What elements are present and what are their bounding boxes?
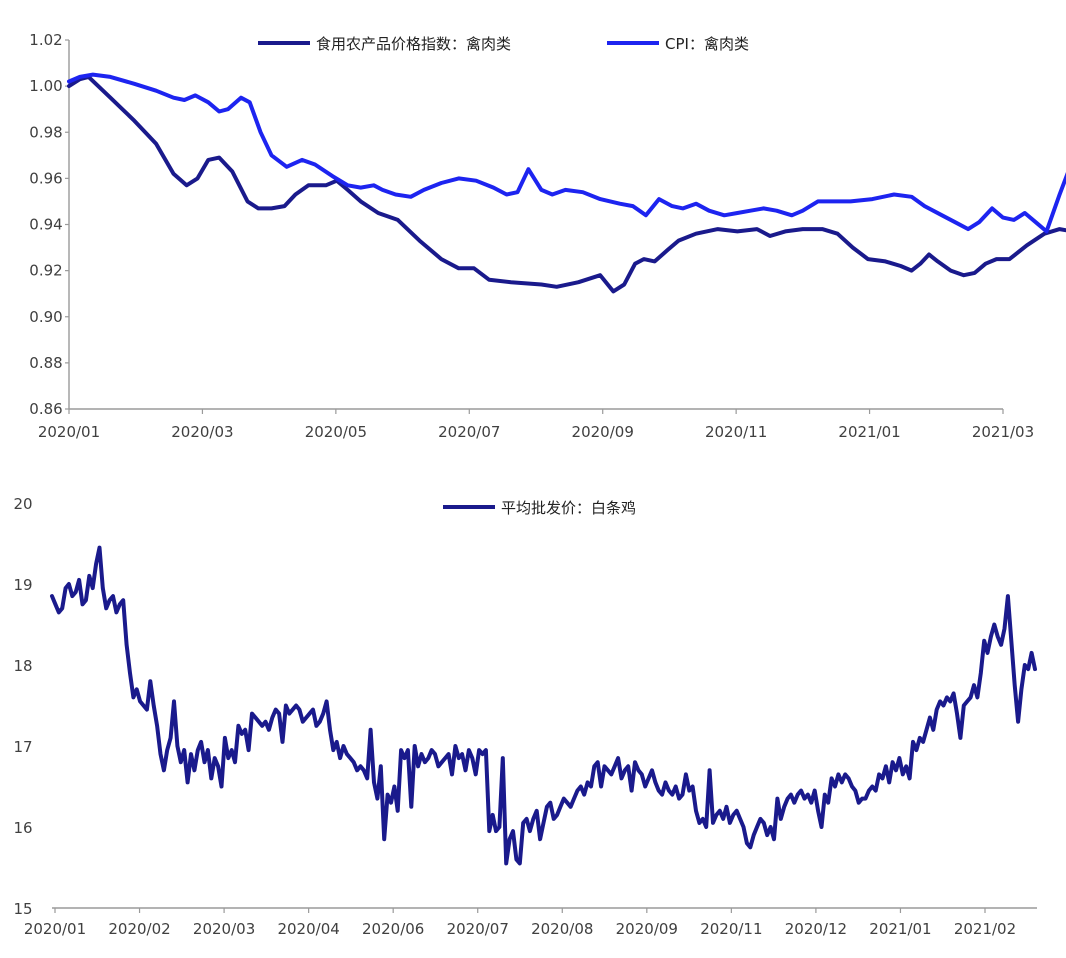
x-tick-label: 2020/04: [277, 920, 339, 938]
series-line-1: [67, 74, 1066, 294]
y-tick-label: 20: [13, 495, 32, 513]
poultry-index-chart: 0.86 0.88 0.90 0.92 0.94 0.96 0.98 1.00 1.02 2020…: [29, 31, 1066, 441]
series-line-1: [50, 545, 1037, 866]
x-tick-label: 2020/07: [438, 423, 500, 441]
x-tick-label: 2020/03: [193, 920, 255, 938]
y-tick-label: 0.92: [29, 262, 62, 280]
y-tick-label: 16: [13, 819, 32, 837]
series-line-2: [67, 72, 1066, 234]
y-tick-label: 15: [13, 900, 32, 918]
y-tick-label: 19: [13, 576, 32, 594]
x-tick-label: 2020/12: [785, 920, 847, 938]
y-tick-label: 0.86: [29, 400, 62, 418]
y-tick-label: 18: [13, 657, 32, 675]
legend-label-2: CPI：禽肉类: [665, 35, 749, 53]
y-tick-label: 0.98: [29, 123, 62, 141]
x-tick-label: 2020/07: [447, 920, 509, 938]
y-tick-label: 1.00: [29, 77, 62, 95]
x-tick-label: 2020/01: [24, 920, 86, 938]
y-tick-label: 0.90: [29, 308, 62, 326]
y-tick-label: 17: [13, 738, 32, 756]
x-tick-label: 2020/05: [305, 423, 367, 441]
x-tick-label: 2020/02: [108, 920, 170, 938]
x-tick-label: 2020/09: [572, 423, 634, 441]
x-tick-label: 2020/09: [616, 920, 678, 938]
x-tick-label: 2021/02: [954, 920, 1016, 938]
y-tick-label: 1.02: [29, 31, 62, 49]
x-tick-label: 2021/01: [869, 920, 931, 938]
x-tick-label: 2020/08: [531, 920, 593, 938]
x-tick-label: 2021/03: [972, 423, 1034, 441]
legend-label-1: 食用农产品价格指数：禽肉类: [316, 35, 511, 53]
x-tick-label: 2020/11: [700, 920, 762, 938]
x-tick-label: 2020/03: [171, 423, 233, 441]
chicken-price-chart: 15 16 17 18 19 20 2020/01 2020/02 2020/03 2020/04…: [13, 495, 1037, 938]
x-tick-label: 2020/01: [38, 423, 100, 441]
legend-label-1: 平均批发价：白条鸡: [501, 499, 636, 517]
y-tick-label: 0.94: [29, 216, 62, 234]
x-tick-label: 2021/01: [838, 423, 900, 441]
y-tick-label: 0.88: [29, 354, 62, 372]
x-tick-label: 2020/11: [705, 423, 767, 441]
x-tick-label: 2020/06: [362, 920, 424, 938]
y-tick-label: 0.96: [29, 169, 62, 187]
